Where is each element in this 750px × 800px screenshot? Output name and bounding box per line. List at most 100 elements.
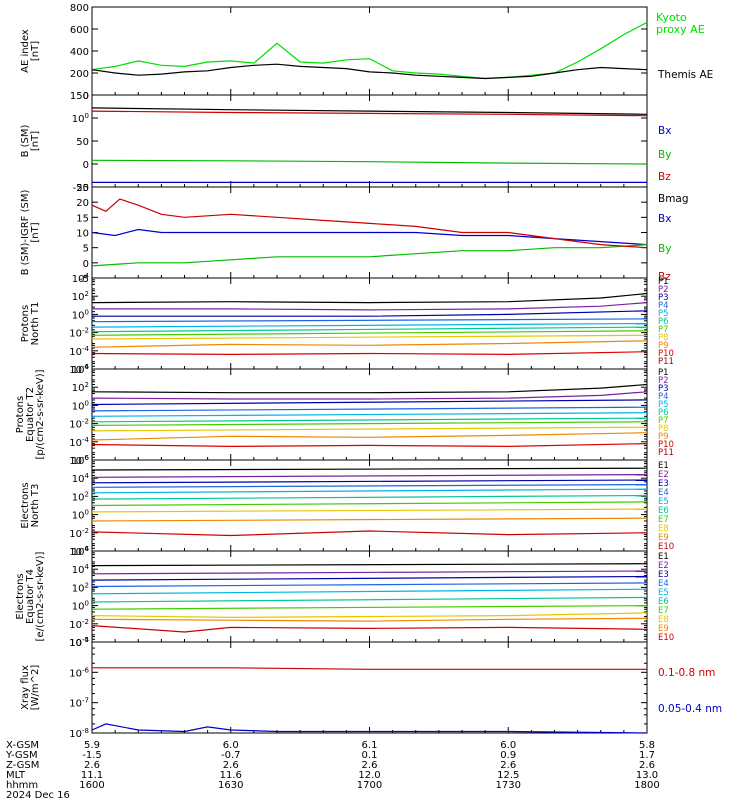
legend-label: E6	[658, 597, 669, 607]
ephemeris-value: 11.1	[81, 770, 103, 781]
legend-label: E10	[658, 542, 674, 552]
y-axis-title-line: [nT]	[30, 131, 41, 151]
y-tick-label: 150	[70, 91, 89, 102]
panel-frame-1	[91, 6, 648, 96]
legend-label: E5	[658, 497, 669, 507]
y-tick-label: 20	[76, 198, 89, 209]
y-tick-label: 102	[72, 490, 89, 503]
legend-label: P2	[658, 285, 669, 295]
y-tick-label: 10-2	[69, 618, 89, 631]
y-tick-label: 10-2	[69, 327, 89, 340]
series-line-p9	[91, 340, 648, 348]
y-tick-label: 10	[76, 229, 89, 240]
ephemeris-row-label: hhmm	[6, 780, 38, 791]
series-line-p2	[91, 391, 648, 400]
legend-label: Bmag	[658, 193, 689, 205]
y-axis-title-line: Xray flux	[20, 665, 31, 710]
y-tick-label: 400	[70, 47, 89, 58]
legend-label: E9	[658, 624, 669, 634]
y-axis-title: AE index [nT]	[20, 29, 41, 73]
ephemeris-value: -0.7	[221, 750, 241, 761]
y-tick-label: 104	[72, 272, 90, 285]
ephemeris-value: 5.8	[639, 740, 655, 751]
y-axis-title-line: [nT]	[30, 222, 41, 242]
ephemeris-date: 2024 Dec 16	[6, 790, 70, 800]
y-axis-title-line: [p/(cm2-s-sr-keV)]	[35, 369, 46, 459]
legend-label: P10	[658, 440, 674, 450]
ephemeris-row-label: Y-GSM	[5, 750, 38, 761]
series-line-p5	[91, 322, 648, 328]
y-tick-label: 25	[76, 183, 89, 194]
series-line-e8	[91, 612, 648, 619]
series-line-e8	[91, 508, 648, 513]
legend-label: E3	[658, 570, 669, 580]
ephemeris-row-label: MLT	[6, 770, 26, 781]
series-line-e5	[91, 588, 648, 595]
ephemeris-value: 1630	[218, 780, 243, 791]
ephemeris-value: 2.6	[500, 760, 516, 771]
series-line-p6	[91, 417, 648, 423]
series-line-e9	[91, 517, 648, 522]
series-line-e4	[91, 484, 648, 488]
legend-label: E2	[658, 470, 669, 480]
y-tick-label: 0	[83, 160, 89, 171]
series-line-by	[91, 244, 648, 267]
y-axis-title-line: Equator T4	[25, 569, 36, 624]
ephemeris-row-label: Z-GSM	[6, 760, 39, 771]
series-line-bx	[91, 228, 648, 246]
ephemeris-value: 6.0	[500, 740, 516, 751]
y-tick-label: 600	[70, 25, 89, 36]
y-axis-title-line: Equator T2	[25, 387, 36, 442]
ephemeris-value: 2.6	[362, 760, 378, 771]
series-line-p8	[91, 334, 648, 340]
series-line-bz	[91, 198, 648, 249]
legend-label: E2	[658, 561, 669, 571]
series-line-p7	[91, 421, 648, 426]
legend-label: E6	[658, 506, 669, 516]
legend-label: 0.05-0.4 nm	[658, 703, 722, 715]
series-line-p10	[91, 351, 648, 356]
legend-label: Kyoto	[656, 11, 687, 24]
series-line-bmag	[91, 107, 648, 115]
y-tick-label: 5	[83, 244, 89, 255]
legend-label: P1	[658, 277, 669, 287]
legend-label: P3	[658, 384, 669, 394]
ephemeris-value: 2.6	[223, 760, 239, 771]
legend-label: P10	[658, 349, 674, 359]
legend-label: P8	[658, 333, 669, 343]
series-line-p6	[91, 326, 648, 333]
series-line-p8	[91, 426, 648, 432]
y-axis-title: B (SM)-IGRF (SM) [nT]	[20, 190, 41, 276]
y-axis-title-line: [nT]	[30, 41, 41, 61]
legend-label: P5	[658, 400, 669, 410]
y-axis-title: Xray flux [W/m^2]	[20, 665, 41, 711]
y-tick-label: 10-4	[69, 345, 89, 358]
y-tick-label: 102	[72, 290, 89, 303]
ephemeris-value: 1730	[496, 780, 521, 791]
ephemeris-row-label: X-GSM	[6, 740, 39, 751]
y-axis-title-line: Protons	[15, 396, 26, 433]
y-tick-label: 0	[83, 259, 89, 270]
ephemeris-value: 1700	[357, 780, 382, 791]
series-line-0-05-0-4-nm	[91, 723, 648, 734]
y-axis-title: Electrons Equator T4 [e/(cm2-s-sr-keV)]	[15, 551, 46, 641]
legend-label: P1	[658, 368, 669, 378]
y-axis-title-line: [W/m^2]	[30, 665, 41, 711]
legend-label: P8	[658, 424, 669, 434]
y-tick-label: 104	[72, 363, 90, 376]
legend-label: E5	[658, 588, 669, 598]
legend-label: E1	[658, 552, 669, 562]
legend-label: E4	[658, 579, 669, 589]
y-tick-label: 102	[72, 381, 89, 394]
ephemeris-value: 0.1	[362, 750, 378, 761]
series-line-e3	[91, 479, 648, 484]
legend-label: E4	[658, 488, 669, 498]
legend-label: E8	[658, 524, 669, 534]
series-line-e7	[91, 604, 648, 610]
series-line-p2	[92, 302, 648, 311]
ephemeris-value: 2.6	[84, 760, 100, 771]
series-line-p1	[91, 383, 648, 394]
y-axis-title-line: Protons	[20, 305, 31, 342]
series-line-p10	[91, 443, 648, 448]
